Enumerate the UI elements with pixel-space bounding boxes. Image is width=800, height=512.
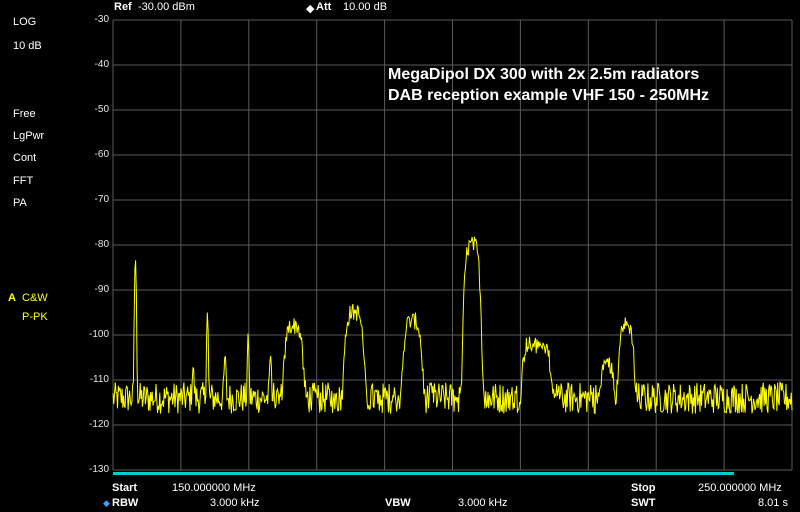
y-tick-label: -70 (94, 194, 109, 205)
average-type: LgPwr (13, 130, 45, 142)
sweep-type: FFT (13, 175, 34, 187)
y-tick-label: -90 (94, 284, 109, 295)
footer-bar: Start 150.000000 MHz Stop 250.000000 MHz… (0, 480, 800, 512)
stop-freq-value[interactable]: 250.000000 MHz (698, 482, 782, 494)
status-panel: LOG 10 dB Free LgPwr Cont FFT PA A C&W P… (0, 0, 108, 480)
att-label: Att (316, 1, 332, 13)
trace-mode: C&W (22, 292, 48, 304)
att-auto-icon: ◆ (306, 3, 315, 15)
y-tick-label: -60 (94, 149, 109, 160)
detector-mode: P-PK (22, 311, 48, 323)
start-freq-value[interactable]: 150.000000 MHz (172, 482, 256, 494)
swt-label: SWT (631, 497, 656, 509)
rbw-auto-icon: ◆ (103, 498, 110, 508)
preamp-status: PA (13, 197, 27, 209)
trigger-mode: Free (13, 108, 36, 120)
spectrum-trace (112, 236, 793, 415)
header-bar: Ref -30.00 dBm ◆ Att 10.00 dB (0, 0, 800, 18)
ref-label: Ref (114, 1, 132, 13)
start-label: Start (112, 482, 138, 494)
vbw-value[interactable]: 3.000 kHz (458, 497, 508, 509)
scale-type: LOG (13, 16, 37, 28)
y-tick-label: -80 (94, 239, 109, 250)
ref-value[interactable]: -30.00 dBm (138, 1, 195, 13)
trace-letter: A (8, 292, 16, 304)
y-tick-label: -120 (88, 419, 109, 430)
annotation-text: MegaDipol DX 300 with 2x 2.5m radiators … (388, 64, 709, 106)
graticule (112, 19, 793, 471)
att-value[interactable]: 10.00 dB (343, 1, 388, 13)
vbw-label: VBW (385, 497, 411, 509)
swt-value[interactable]: 8.01 s (758, 497, 788, 509)
rbw-value[interactable]: 3.000 kHz (210, 497, 260, 509)
annotation-line-1: MegaDipol DX 300 with 2x 2.5m radiators (388, 66, 700, 83)
y-tick-label: -100 (88, 329, 109, 340)
y-tick-label: -50 (94, 104, 109, 115)
y-tick-label: -30 (94, 14, 109, 25)
stop-label: Stop (631, 482, 656, 494)
y-tick-label: -130 (88, 464, 109, 475)
rbw-label: RBW (112, 497, 139, 509)
y-tick-label: -110 (89, 374, 109, 385)
sweep-progress-bar (113, 472, 734, 475)
scale-div: 10 dB (13, 40, 42, 52)
sweep-mode: Cont (13, 152, 37, 164)
y-tick-label: -40 (94, 59, 109, 70)
annotation-line-2: DAB reception example VHF 150 - 250MHz (388, 87, 709, 104)
